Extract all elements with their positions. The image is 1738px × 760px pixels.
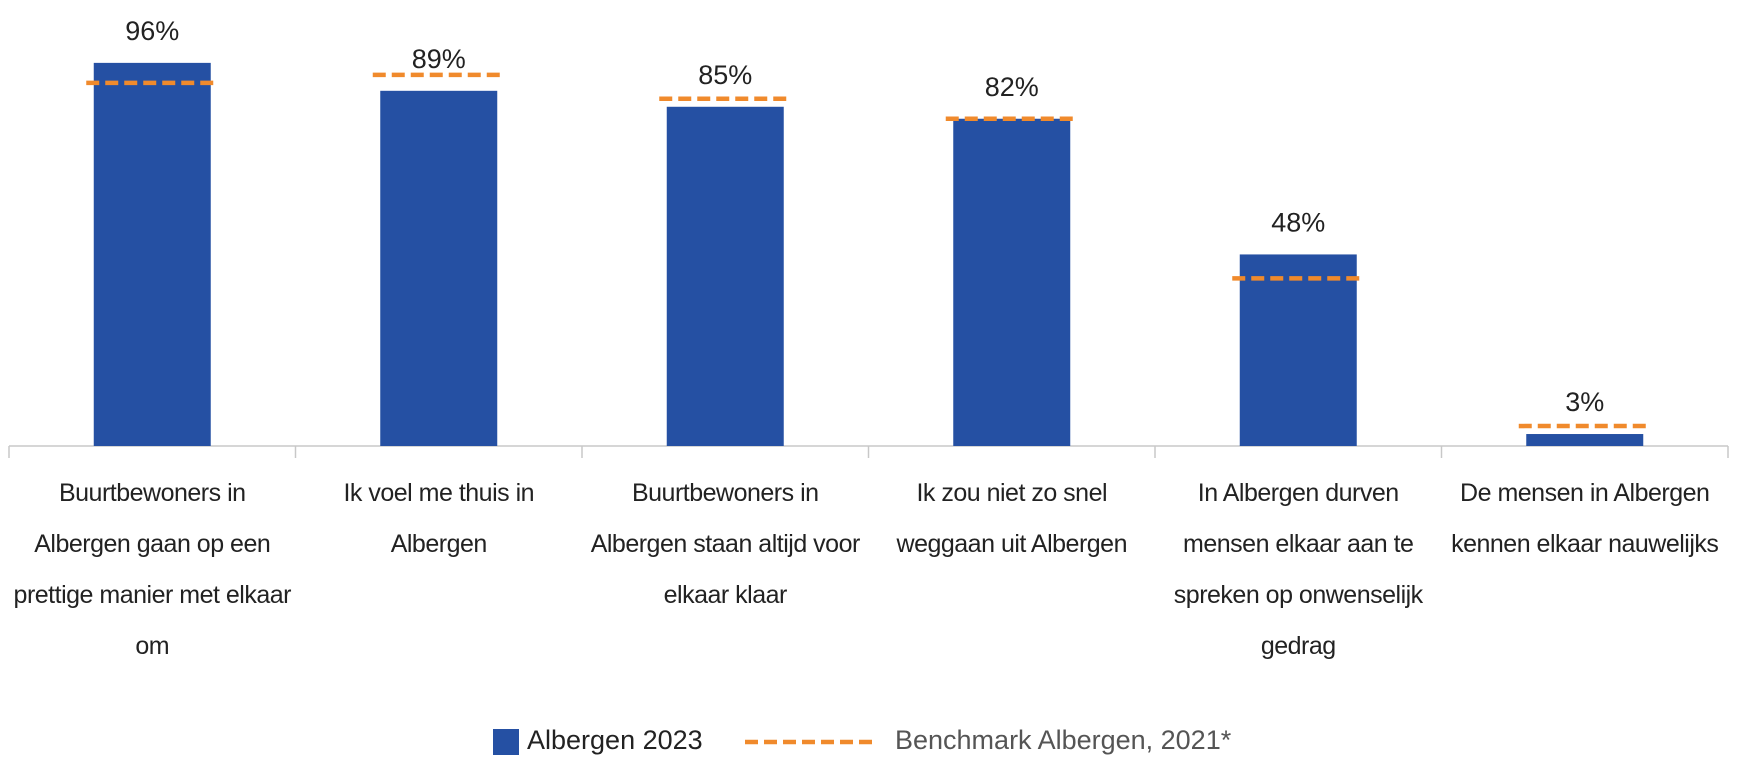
value-label: 85% [698, 60, 752, 90]
value-label: 89% [412, 44, 466, 74]
bar [1239, 254, 1357, 446]
bar [1526, 434, 1644, 446]
value-label: 96% [125, 16, 179, 46]
x-tick-label: Buurtbewoners in Albergen staan altijd v… [590, 479, 861, 609]
bar [93, 62, 211, 446]
x-tick-label: In Albergen durven mensen elkaar aan te … [1173, 479, 1423, 660]
bar [666, 106, 784, 446]
x-tick-label: Buurtbewoners in Albergen gaan op een pr… [13, 479, 292, 660]
value-label: 3% [1565, 387, 1604, 417]
x-tick-label: Ik zou niet zo snel weggaan uit Albergen [896, 479, 1128, 558]
bar [380, 90, 498, 447]
bar [953, 118, 1071, 446]
legend-label: Benchmark Albergen, 2021* [895, 725, 1232, 755]
value-label: 48% [1271, 208, 1325, 238]
legend-label: Albergen 2023 [527, 725, 703, 755]
legend-swatch [493, 729, 519, 755]
x-tick-label: Ik voel me thuis in Albergen [343, 479, 535, 558]
x-tick-label: De mensen in Albergen kennen elkaar nauw… [1451, 479, 1719, 558]
value-label: 82% [985, 72, 1039, 102]
